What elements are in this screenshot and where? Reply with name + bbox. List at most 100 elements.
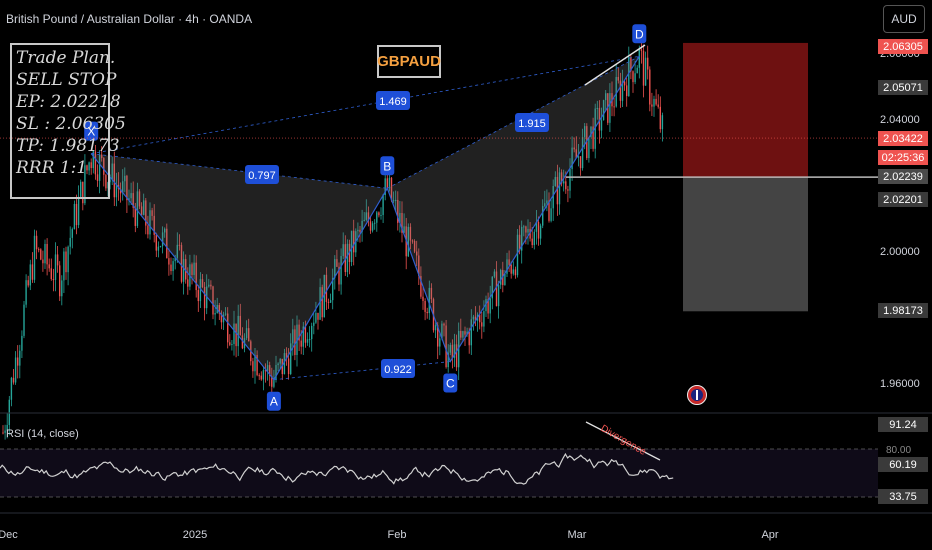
candle-body — [565, 181, 567, 190]
price-axis-tick: 2.00000 — [880, 246, 920, 258]
candle-body — [609, 93, 611, 123]
candle-body — [98, 154, 101, 181]
candle-body — [174, 257, 176, 262]
candle-body — [266, 365, 269, 371]
candle-body — [426, 311, 428, 314]
price-divergence-line — [584, 44, 646, 86]
rsi-band — [0, 449, 878, 497]
candle-body — [495, 271, 498, 307]
candle-body — [6, 424, 8, 431]
candle-body — [367, 212, 370, 222]
candle-body — [86, 165, 88, 171]
candle-body — [661, 115, 664, 130]
ratio-label: 0.922 — [384, 364, 412, 376]
candle-body — [346, 243, 349, 273]
candle-body — [571, 147, 573, 170]
candle-body — [38, 249, 40, 251]
candle-body — [359, 229, 361, 232]
candle-body — [420, 276, 422, 297]
ratio-label-box — [381, 359, 415, 378]
candle-body — [504, 273, 506, 286]
candle-body — [644, 57, 647, 86]
price-axis-label: 2.05071 — [883, 82, 923, 94]
symbol-badge: GBPAUD — [377, 45, 441, 78]
ratio-label-box — [376, 91, 410, 110]
candle-body — [430, 287, 433, 300]
candle-body — [277, 363, 279, 366]
candle-body — [397, 199, 399, 223]
candle-body — [485, 299, 487, 312]
candle-body — [445, 325, 447, 368]
candle-body — [199, 279, 202, 302]
candle-body — [287, 358, 290, 375]
rsi-level-label: 80.00 — [886, 445, 911, 456]
candle-body — [323, 274, 325, 318]
candle-body — [592, 126, 594, 149]
pattern-point-label: B — [383, 159, 391, 173]
candle-body — [138, 191, 141, 207]
candle-body — [212, 286, 214, 315]
candle-body — [63, 251, 65, 281]
candle-body — [510, 264, 512, 274]
candle-body — [340, 256, 342, 285]
candle-body — [573, 147, 575, 150]
candle-body — [407, 226, 409, 257]
candle-body — [413, 241, 416, 252]
candle-body — [317, 312, 319, 320]
candle-body — [65, 251, 67, 273]
rsi-axis-label-bg — [878, 417, 928, 432]
pattern-xd-line — [91, 55, 640, 155]
candle-body — [439, 338, 441, 347]
candle-body — [659, 106, 661, 130]
candle-body — [50, 268, 52, 280]
candle-body — [14, 357, 17, 383]
candle-body — [21, 335, 23, 351]
candle-body — [143, 200, 145, 215]
currency-button[interactable]: AUD — [883, 5, 925, 33]
candle-body — [103, 158, 105, 175]
candle-body — [128, 198, 130, 201]
candle-body — [468, 331, 470, 346]
candle-body — [489, 298, 491, 314]
candles-group — [2, 41, 664, 440]
candle-body — [481, 322, 483, 327]
candle-body — [533, 231, 535, 246]
candle-body — [8, 399, 10, 425]
pattern-point-marker — [266, 391, 281, 411]
candle-body — [201, 279, 204, 287]
candle-body — [409, 226, 412, 241]
candle-body — [92, 151, 94, 169]
rsi-axis-label: 33.75 — [889, 491, 917, 503]
candle-body — [552, 185, 554, 209]
candle-body — [90, 164, 92, 169]
candle-body — [302, 326, 304, 347]
candle-body — [292, 329, 294, 344]
pattern-point-marker — [443, 373, 458, 393]
candle-body — [535, 221, 538, 232]
candle-body — [350, 230, 353, 263]
candle-body — [523, 226, 525, 228]
candle-body — [455, 344, 458, 368]
candle-body — [124, 175, 126, 182]
candle-body — [308, 339, 311, 341]
candle-body — [338, 266, 340, 285]
rsi-axis-label: 60.19 — [889, 459, 917, 471]
candle-body — [164, 228, 166, 233]
candle-body — [384, 178, 386, 195]
candle-body — [556, 176, 559, 205]
candle-body — [122, 181, 124, 194]
pattern-xb-line — [91, 153, 388, 189]
candle-body — [443, 323, 445, 326]
candle-body — [508, 259, 510, 265]
candle-body — [42, 259, 44, 264]
candle-body — [23, 304, 25, 336]
candle-body — [619, 80, 622, 101]
candle-body — [388, 177, 391, 189]
candle-body — [636, 67, 638, 74]
candle-body — [275, 365, 277, 380]
candle-body — [460, 330, 462, 338]
candle-body — [449, 344, 451, 353]
candle-body — [311, 325, 313, 340]
candle-body — [290, 343, 292, 375]
